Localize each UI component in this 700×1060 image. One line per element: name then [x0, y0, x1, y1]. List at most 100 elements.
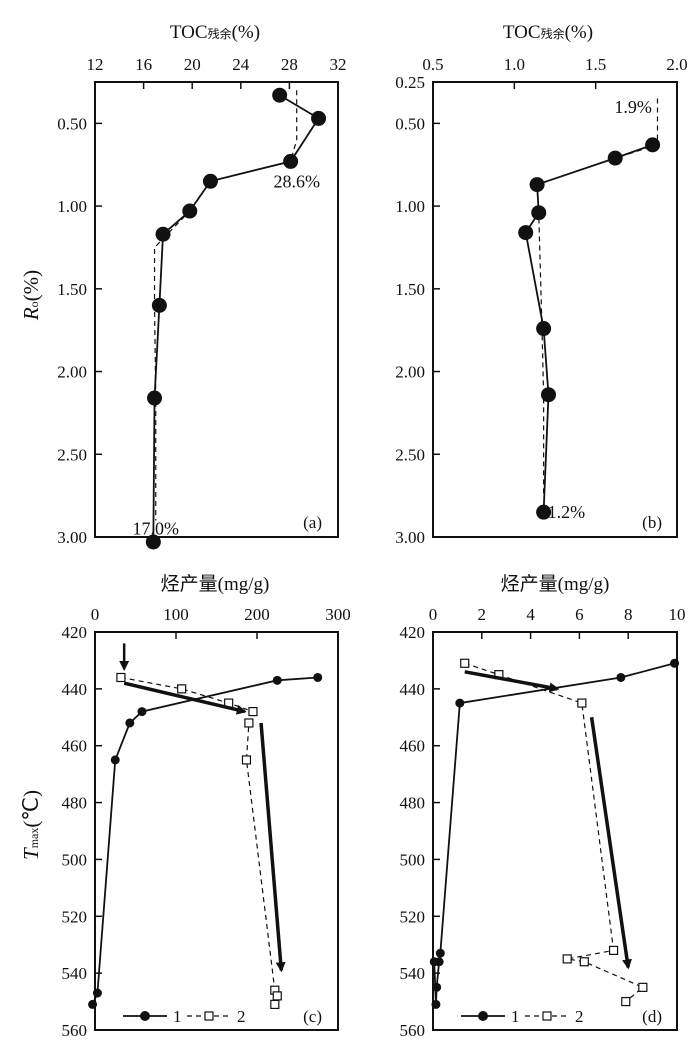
- panel-b: TOC残余(%) 0.5 1.0 1.5 2.0 0.25 0.50 1.00 1.50 2.0…: [395, 22, 687, 547]
- y-tick-label: 1.00: [57, 197, 87, 216]
- y-tick-label: 460: [62, 737, 88, 756]
- annotation-label: 1.9%: [614, 97, 652, 117]
- trend-arrow: [464, 670, 560, 693]
- y-tick-label: 2.50: [57, 445, 87, 464]
- data-point: [248, 706, 258, 717]
- panel-d: 烃产量(mg/g) 0 2 4 6 8 10 420 440 460 480 500 520 540 56…: [400, 573, 686, 1040]
- annotation-label: 28.6%: [273, 171, 320, 191]
- panel-c-title: 烃产量(mg/g): [161, 573, 270, 595]
- legend-label-1: 1: [511, 1007, 520, 1026]
- y-tick-label: 540: [62, 964, 88, 983]
- y-tick-label: 440: [400, 680, 426, 699]
- data-point: [313, 672, 323, 682]
- x-tick-label: 2.0: [666, 55, 687, 74]
- y-tick-label: 460: [400, 737, 426, 756]
- panel-b-frame: [432, 81, 678, 538]
- data-point: [429, 957, 439, 967]
- data-point: [145, 534, 161, 550]
- trend-arrow: [123, 681, 247, 715]
- data-point: [147, 390, 163, 406]
- panel-b-label: (b): [642, 513, 662, 532]
- series-line-2: [464, 662, 644, 1003]
- panel-a-label: (a): [303, 513, 322, 532]
- data-point: [638, 982, 648, 992]
- data-point: [435, 948, 445, 958]
- panel-a-ylabel: Ro(%): [19, 270, 43, 321]
- data-point: [272, 675, 282, 685]
- x-tick-label: 0.5: [422, 55, 443, 74]
- panel-c: 烃产量(mg/g) Tmax(℃) 0 100 200 300 420 440 460 480…: [19, 573, 351, 1040]
- legend-marker-2: [204, 1011, 214, 1021]
- x-tick-label: 10: [669, 605, 686, 624]
- data-point: [311, 110, 327, 126]
- data-point: [562, 954, 572, 964]
- panel-a: TOC残余(%) Ro(%) 12 16 20 24 28 32 0.50 1.00 1.50 2…: [19, 22, 347, 550]
- legend-marker-2: [542, 1011, 552, 1021]
- y-tick-label: 3.00: [57, 528, 87, 547]
- y-tick-label: 0.50: [395, 114, 425, 133]
- panel-a-title: TOC残余(%): [170, 22, 260, 43]
- panel-a-frame: [94, 81, 339, 538]
- y-tick-label: 540: [400, 964, 426, 983]
- legend-marker-1: [140, 1011, 150, 1021]
- legend-label-2: 2: [575, 1007, 584, 1026]
- series-line-measured: [524, 144, 653, 513]
- data-point: [579, 957, 589, 967]
- data-point: [432, 982, 442, 992]
- y-tick-label: 420: [400, 623, 426, 642]
- x-tick-label: 12: [87, 55, 104, 74]
- panel-c-label: (c): [303, 1007, 322, 1026]
- x-tick-label: 32: [330, 55, 347, 74]
- x-tick-label: 0: [91, 605, 100, 624]
- x-tick-label: 1.0: [504, 55, 525, 74]
- panel-b-title: TOC残余(%): [503, 22, 593, 43]
- y-tick-label: 2.00: [57, 363, 87, 382]
- data-point: [270, 999, 280, 1010]
- y-tick-label: 0.25: [395, 73, 425, 92]
- x-tick-label: 20: [184, 55, 201, 74]
- trend-arrow: [589, 717, 632, 970]
- y-tick-label: 500: [62, 850, 88, 869]
- x-tick-label: 16: [135, 55, 152, 74]
- data-point: [540, 387, 556, 403]
- x-tick-label: 300: [325, 605, 351, 624]
- x-tick-label: 28: [281, 55, 298, 74]
- y-tick-label: 440: [62, 680, 88, 699]
- data-point: [616, 672, 626, 682]
- y-tick-label: 560: [400, 1021, 426, 1040]
- panel-c-frame: [94, 631, 339, 1031]
- data-point: [272, 87, 288, 103]
- y-tick-label: 520: [62, 907, 88, 926]
- y-tick-label: 560: [62, 1021, 88, 1040]
- data-point: [645, 137, 661, 153]
- y-tick-label: 500: [400, 850, 426, 869]
- series-line-envelope: [536, 98, 659, 496]
- data-point: [460, 658, 470, 668]
- y-tick-label: 480: [400, 794, 426, 813]
- y-tick-label: 1.00: [395, 197, 425, 216]
- legend-label-2: 2: [237, 1007, 246, 1026]
- data-point: [155, 226, 171, 242]
- data-point: [455, 698, 465, 708]
- y-tick-label: 520: [400, 907, 426, 926]
- y-tick-label: 420: [62, 623, 88, 642]
- series-line-1: [433, 662, 675, 1005]
- legend-marker-1: [478, 1011, 488, 1021]
- x-tick-label: 8: [624, 605, 633, 624]
- data-point: [272, 991, 282, 1001]
- panel-c-ylabel: Tmax(℃): [19, 790, 43, 860]
- data-point: [608, 945, 619, 956]
- data-point: [151, 297, 167, 313]
- legend-label-1: 1: [173, 1007, 182, 1026]
- data-point: [116, 672, 126, 683]
- data-point: [518, 225, 534, 241]
- y-tick-label: 2.00: [395, 363, 425, 382]
- x-tick-label: 2: [478, 605, 487, 624]
- trend-arrow: [259, 722, 286, 973]
- x-tick-label: 200: [244, 605, 270, 624]
- y-tick-label: 1.50: [57, 280, 87, 299]
- panel-d-frame: [432, 631, 678, 1031]
- data-point: [536, 504, 552, 520]
- data-point: [177, 684, 187, 694]
